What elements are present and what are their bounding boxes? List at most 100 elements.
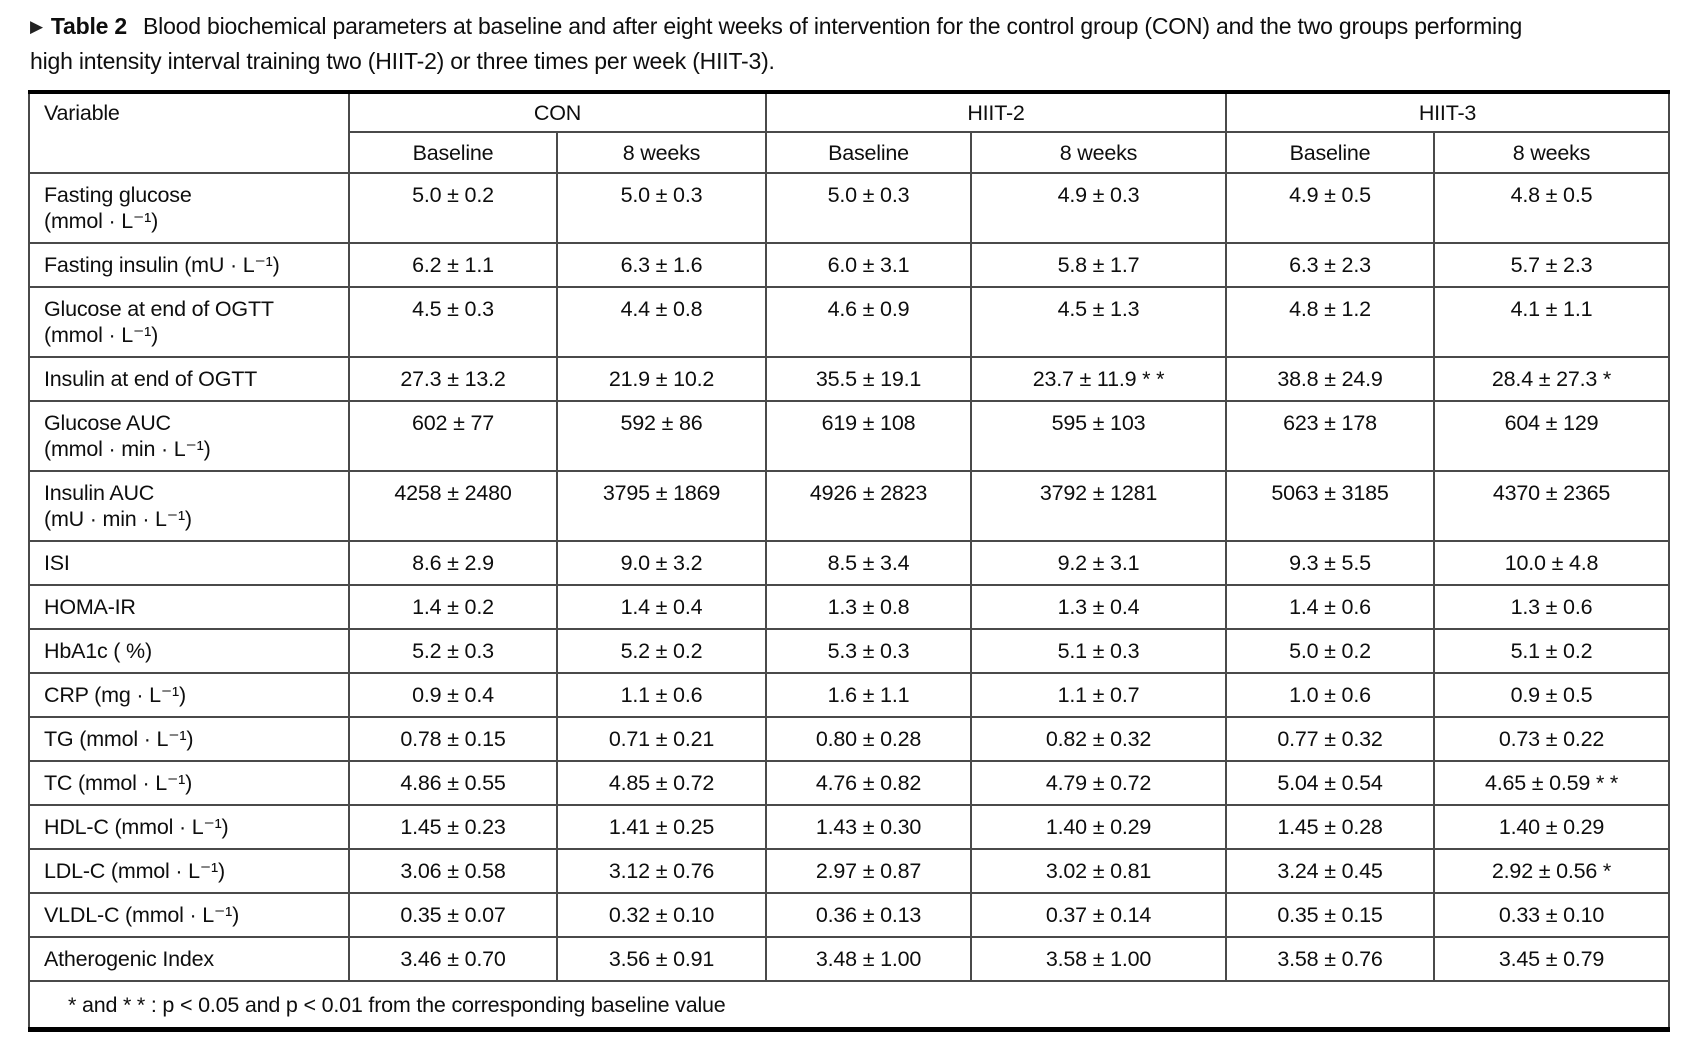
value-cell: 0.35 ± 0.07 [348,892,558,938]
table-foot: * and * * : p < 0.05 and p < 0.01 from t… [28,980,1670,1031]
value-cell: 3.02 ± 0.81 [970,848,1227,894]
value-cell: 3.58 ± 0.76 [1225,936,1435,982]
variable-cell: TG (mmol · L⁻¹) [28,716,350,762]
value-cell: 595 ± 103 [970,400,1227,472]
value-cell: 3.06 ± 0.58 [348,848,558,894]
value-cell: 0.77 ± 0.32 [1225,716,1435,762]
value-cell: 4.86 ± 0.55 [348,760,558,806]
value-cell: 0.71 ± 0.21 [556,716,767,762]
value-cell: 4.9 ± 0.5 [1225,172,1435,244]
value-cell: 4.5 ± 0.3 [348,286,558,358]
value-cell: 6.3 ± 1.6 [556,242,767,288]
table-row: CRP (mg · L⁻¹) 0.9 ± 0.4 1.1 ± 0.6 1.6 ± 1.… [28,672,1670,718]
value-cell: 6.0 ± 3.1 [765,242,972,288]
value-cell: 5063 ± 3185 [1225,470,1435,542]
value-cell: 3.45 ± 0.79 [1433,936,1670,982]
value-cell: 0.33 ± 0.10 [1433,892,1670,938]
variable-cell: CRP (mg · L⁻¹) [28,672,350,718]
value-cell: 5.04 ± 0.54 [1225,760,1435,806]
biochemical-parameters-table: Variable CON HIIT-2 HIIT-3 Baseline 8 weeks Ba… [28,90,1670,1032]
value-cell: 28.4 ± 27.3 * [1433,356,1670,402]
value-cell: 1.45 ± 0.28 [1225,804,1435,850]
value-cell: 1.40 ± 0.29 [970,804,1227,850]
subheader-hiit-2-baseline: Baseline [765,131,972,174]
variable-cell: Glucose AUC (mmol · min · L⁻¹) [28,400,350,472]
value-cell: 2.97 ± 0.87 [765,848,972,894]
variable-cell: Atherogenic Index [28,936,350,982]
value-cell: 604 ± 129 [1433,400,1670,472]
value-cell: 9.2 ± 3.1 [970,540,1227,586]
value-cell: 5.7 ± 2.3 [1433,242,1670,288]
value-cell: 3.48 ± 1.00 [765,936,972,982]
value-cell: 0.73 ± 0.22 [1433,716,1670,762]
value-cell: 0.9 ± 0.5 [1433,672,1670,718]
footnote-row: * and * * : p < 0.05 and p < 0.01 from t… [28,980,1670,1031]
subheader-hiit-2-8-weeks: 8 weeks [970,131,1227,174]
value-cell: 0.32 ± 0.10 [556,892,767,938]
value-cell: 3.24 ± 0.45 [1225,848,1435,894]
value-cell: 623 ± 178 [1225,400,1435,472]
table-row: LDL-C (mmol · L⁻¹) 3.06 ± 0.58 3.12 ± 0.76… [28,848,1670,894]
variable-cell: Insulin at end of OGTT [28,356,350,402]
value-cell: 1.4 ± 0.4 [556,584,767,630]
value-cell: 4.85 ± 0.72 [556,760,767,806]
table-row: HOMA-IR 1.4 ± 0.2 1.4 ± 0.4 1.3 ± 0.8 1.3 ± … [28,584,1670,630]
value-cell: 619 ± 108 [765,400,972,472]
value-cell: 4.6 ± 0.9 [765,286,972,358]
value-cell: 4.65 ± 0.59 * * [1433,760,1670,806]
value-cell: 3.12 ± 0.76 [556,848,767,894]
value-cell: 3795 ± 1869 [556,470,767,542]
value-cell: 5.2 ± 0.2 [556,628,767,674]
value-cell: 27.3 ± 13.2 [348,356,558,402]
value-cell: 10.0 ± 4.8 [1433,540,1670,586]
value-cell: 5.8 ± 1.7 [970,242,1227,288]
table-caption-text: Blood biochemical parameters at baseline… [30,13,1523,74]
table-row: ISI 8.6 ± 2.9 9.0 ± 3.2 8.5 ± 3.4 9.2 ± 3.1 9… [28,540,1670,586]
value-cell: 1.4 ± 0.6 [1225,584,1435,630]
value-cell: 5.0 ± 0.3 [765,172,972,244]
group-header-hiit-3: HIIT-3 [1225,91,1670,133]
value-cell: 6.2 ± 1.1 [348,242,558,288]
table-row: TG (mmol · L⁻¹) 0.78 ± 0.15 0.71 ± 0.21 0.8… [28,716,1670,762]
value-cell: 5.0 ± 0.3 [556,172,767,244]
table-row: Fasting glucose (mmol · L⁻¹) 5.0 ± 0.2 5.0… [28,172,1670,244]
value-cell: 8.5 ± 3.4 [765,540,972,586]
value-cell: 5.0 ± 0.2 [1225,628,1435,674]
value-cell: 23.7 ± 11.9 * * [970,356,1227,402]
value-cell: 4.79 ± 0.72 [970,760,1227,806]
subheader-con-8-weeks: 8 weeks [556,131,767,174]
table-row: Atherogenic Index 3.46 ± 0.70 3.56 ± 0.91 3… [28,936,1670,982]
value-cell: 9.0 ± 3.2 [556,540,767,586]
variable-cell: Glucose at end of OGTT (mmol · L⁻¹) [28,286,350,358]
variable-cell: HDL-C (mmol · L⁻¹) [28,804,350,850]
value-cell: 1.3 ± 0.8 [765,584,972,630]
table-footnote: * and * * : p < 0.05 and p < 0.01 from t… [28,980,1670,1031]
table-row: HDL-C (mmol · L⁻¹) 1.45 ± 0.23 1.41 ± 0.25… [28,804,1670,850]
variable-cell: VLDL-C (mmol · L⁻¹) [28,892,350,938]
value-cell: 4.5 ± 1.3 [970,286,1227,358]
variable-cell: HbA1c ( %) [28,628,350,674]
value-cell: 5.3 ± 0.3 [765,628,972,674]
value-cell: 1.3 ± 0.6 [1433,584,1670,630]
value-cell: 3.56 ± 0.91 [556,936,767,982]
value-cell: 0.78 ± 0.15 [348,716,558,762]
value-cell: 1.4 ± 0.2 [348,584,558,630]
value-cell: 0.82 ± 0.32 [970,716,1227,762]
variable-cell: Fasting insulin (mU · L⁻¹) [28,242,350,288]
value-cell: 5.1 ± 0.3 [970,628,1227,674]
value-cell: 1.45 ± 0.23 [348,804,558,850]
value-cell: 4370 ± 2365 [1433,470,1670,542]
value-cell: 2.92 ± 0.56 * [1433,848,1670,894]
value-cell: 4.1 ± 1.1 [1433,286,1670,358]
subheader-con-baseline: Baseline [348,131,558,174]
value-cell: 3.46 ± 0.70 [348,936,558,982]
variable-cell: Fasting glucose (mmol · L⁻¹) [28,172,350,244]
value-cell: 1.0 ± 0.6 [1225,672,1435,718]
value-cell: 6.3 ± 2.3 [1225,242,1435,288]
value-cell: 3.58 ± 1.00 [970,936,1227,982]
value-cell: 0.80 ± 0.28 [765,716,972,762]
table-row: Insulin at end of OGTT 27.3 ± 13.2 21.9 ± … [28,356,1670,402]
value-cell: 5.1 ± 0.2 [1433,628,1670,674]
value-cell: 4.8 ± 0.5 [1433,172,1670,244]
